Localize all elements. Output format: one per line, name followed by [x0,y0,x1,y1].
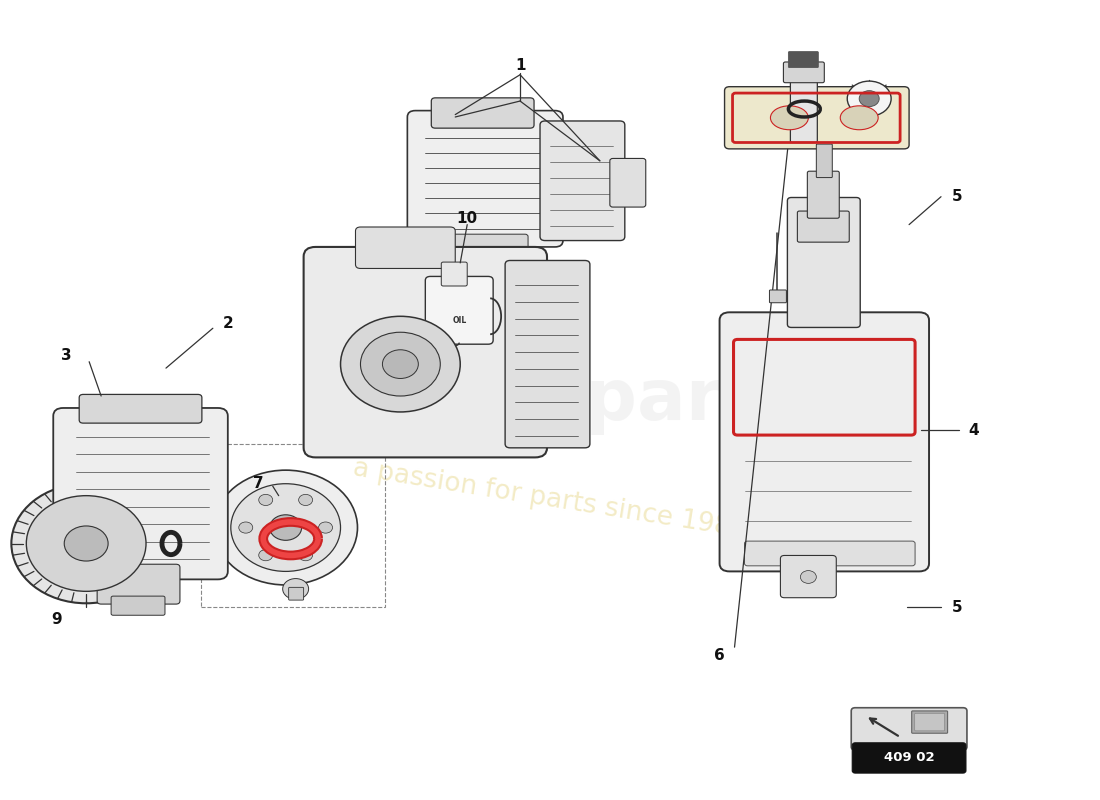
FancyBboxPatch shape [97,564,180,604]
Text: 3: 3 [60,348,72,363]
Circle shape [239,522,253,533]
Circle shape [801,570,816,583]
Text: 7: 7 [253,476,264,491]
FancyBboxPatch shape [144,530,263,556]
FancyBboxPatch shape [719,312,929,571]
Text: 2: 2 [222,316,233,331]
Circle shape [64,526,108,561]
Text: europäparts: europäparts [300,365,800,435]
Circle shape [213,470,358,585]
FancyBboxPatch shape [798,211,849,242]
FancyBboxPatch shape [912,711,947,734]
Text: 409 02: 409 02 [883,751,934,765]
FancyBboxPatch shape [852,743,966,773]
Text: 9: 9 [51,612,62,626]
FancyBboxPatch shape [609,158,646,207]
Ellipse shape [840,106,878,130]
FancyBboxPatch shape [769,290,786,302]
Text: 1: 1 [515,58,526,73]
Bar [201,444,385,607]
FancyBboxPatch shape [304,247,547,458]
Text: 5: 5 [952,190,962,204]
FancyBboxPatch shape [441,262,468,286]
FancyBboxPatch shape [288,587,304,600]
FancyBboxPatch shape [915,714,945,731]
Circle shape [258,494,273,506]
Circle shape [270,515,301,540]
Circle shape [11,484,161,603]
FancyBboxPatch shape [111,596,165,615]
FancyBboxPatch shape [789,52,818,67]
FancyBboxPatch shape [851,708,967,750]
Circle shape [383,350,418,378]
Circle shape [283,578,309,599]
FancyBboxPatch shape [788,198,860,327]
FancyBboxPatch shape [791,71,817,142]
Circle shape [859,90,879,106]
Text: a passion for parts since 1985: a passion for parts since 1985 [351,456,749,544]
FancyBboxPatch shape [442,234,528,251]
Circle shape [26,496,146,591]
FancyBboxPatch shape [780,555,836,598]
FancyBboxPatch shape [783,62,824,82]
Text: OIL: OIL [453,316,468,325]
Circle shape [231,484,341,571]
Circle shape [361,332,440,396]
FancyBboxPatch shape [407,110,563,247]
FancyBboxPatch shape [816,144,833,178]
FancyBboxPatch shape [745,541,915,566]
FancyBboxPatch shape [505,261,590,448]
Circle shape [847,81,891,116]
FancyBboxPatch shape [807,171,839,218]
Text: 8: 8 [261,544,271,559]
Text: 6: 6 [714,648,725,662]
FancyBboxPatch shape [426,277,493,344]
Text: 4: 4 [969,422,979,438]
Text: 5: 5 [952,600,962,614]
FancyBboxPatch shape [431,98,534,128]
FancyBboxPatch shape [725,86,909,149]
Circle shape [319,522,332,533]
FancyBboxPatch shape [53,408,228,579]
FancyBboxPatch shape [540,121,625,241]
Text: 10: 10 [456,210,477,226]
Circle shape [298,550,312,561]
Ellipse shape [770,106,808,130]
FancyBboxPatch shape [813,304,830,317]
Circle shape [258,550,273,561]
FancyBboxPatch shape [79,394,202,423]
Circle shape [341,316,460,412]
FancyBboxPatch shape [355,227,455,269]
Circle shape [298,494,312,506]
